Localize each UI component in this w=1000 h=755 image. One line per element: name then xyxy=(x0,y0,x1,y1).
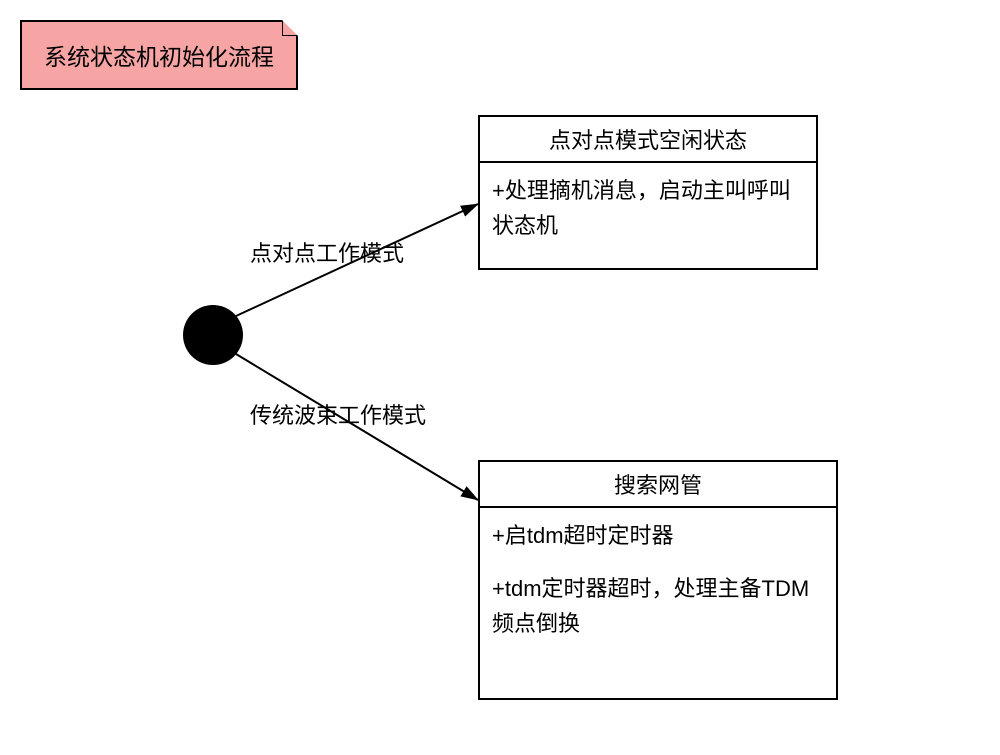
state-search-nm-line-0: +启tdm超时定时器 xyxy=(492,518,824,553)
diagram-title-note: 系统状态机初始化流程 xyxy=(20,20,298,90)
state-p2p-idle-body: +处理摘机消息，启动主叫呼叫状态机 xyxy=(480,163,816,253)
state-search-nm: 搜索网管 +启tdm超时定时器 +tdm定时器超时，处理主备TDM频点倒换 xyxy=(478,460,838,700)
state-p2p-idle: 点对点模式空闲状态 +处理摘机消息，启动主叫呼叫状态机 xyxy=(478,115,818,270)
edge-label-p2p-mode: 点对点工作模式 xyxy=(250,236,404,268)
state-search-nm-line-1: +tdm定时器超时，处理主备TDM频点倒换 xyxy=(492,571,824,641)
state-search-nm-title: 搜索网管 xyxy=(480,462,836,508)
state-search-nm-body: +启tdm超时定时器 +tdm定时器超时，处理主备TDM频点倒换 xyxy=(480,508,836,652)
state-p2p-idle-title: 点对点模式空闲状态 xyxy=(480,117,816,163)
state-p2p-idle-line-0: +处理摘机消息，启动主叫呼叫状态机 xyxy=(492,173,804,243)
edge-label-legacy-beam-mode: 传统波束工作模式 xyxy=(250,398,426,430)
note-fold-icon xyxy=(282,20,298,36)
diagram-title-text: 系统状态机初始化流程 xyxy=(44,38,274,72)
initial-state-node xyxy=(183,305,243,365)
